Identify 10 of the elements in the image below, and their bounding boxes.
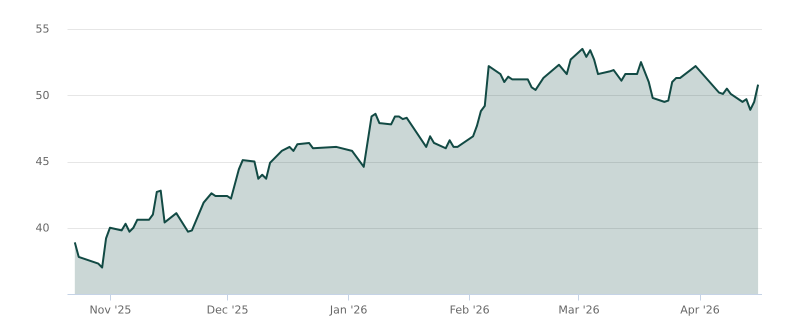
y-tick-label: 55 <box>36 22 50 36</box>
x-tick-label: Feb '26 <box>450 304 490 316</box>
y-tick-label: 45 <box>36 155 50 168</box>
y-tick-label: 50 <box>36 88 50 102</box>
x-tick-label: Dec '25 <box>206 304 248 316</box>
x-tick-label: Apr '26 <box>680 304 720 316</box>
x-tick-label: Mar '26 <box>558 304 600 316</box>
x-tick-label: Jan '26 <box>328 304 368 316</box>
x-tick-label: Nov '25 <box>89 304 132 316</box>
y-tick-label: 40 <box>36 221 50 234</box>
